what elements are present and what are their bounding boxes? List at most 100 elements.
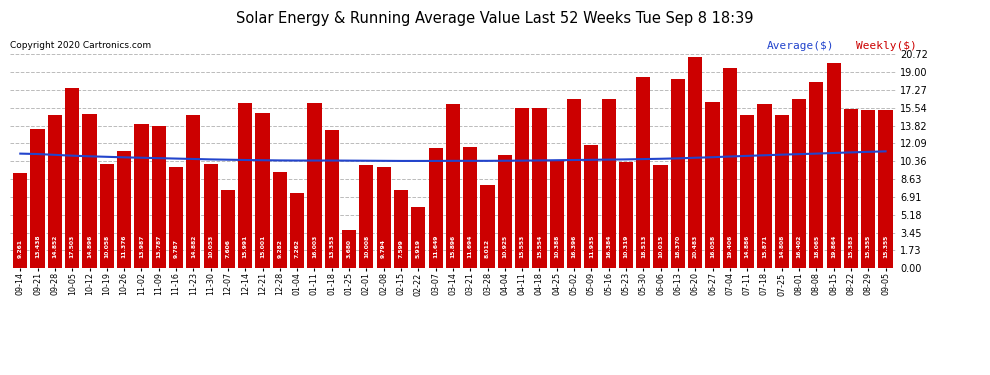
- Bar: [653, 165, 667, 268]
- Text: 13.353: 13.353: [330, 234, 335, 258]
- Bar: [602, 99, 616, 268]
- Bar: [549, 161, 564, 268]
- Bar: [584, 145, 599, 268]
- Text: Weekly($): Weekly($): [856, 41, 917, 51]
- Text: 10.319: 10.319: [624, 234, 629, 258]
- Bar: [394, 190, 408, 268]
- Text: 15.991: 15.991: [243, 234, 248, 258]
- Bar: [135, 124, 148, 268]
- Bar: [809, 82, 824, 268]
- Text: 15.001: 15.001: [260, 234, 265, 258]
- Bar: [411, 207, 426, 268]
- Bar: [515, 108, 530, 268]
- Text: 19.864: 19.864: [832, 234, 837, 258]
- Bar: [290, 193, 304, 268]
- Bar: [204, 164, 218, 268]
- Text: 20.483: 20.483: [693, 234, 698, 258]
- Text: 7.599: 7.599: [399, 239, 404, 258]
- Text: 15.355: 15.355: [883, 234, 888, 258]
- Text: Copyright 2020 Cartronics.com: Copyright 2020 Cartronics.com: [10, 41, 151, 50]
- Bar: [117, 151, 132, 268]
- Bar: [878, 110, 893, 268]
- Text: 14.808: 14.808: [779, 234, 784, 258]
- Text: 18.065: 18.065: [814, 235, 819, 258]
- Text: 11.376: 11.376: [122, 234, 127, 258]
- Bar: [13, 172, 28, 268]
- Bar: [723, 68, 737, 268]
- Bar: [446, 104, 460, 268]
- Text: 10.053: 10.053: [208, 234, 213, 258]
- Text: 16.402: 16.402: [797, 234, 802, 258]
- Text: 19.406: 19.406: [728, 234, 733, 258]
- Text: 13.438: 13.438: [35, 234, 40, 258]
- Text: 16.058: 16.058: [710, 235, 715, 258]
- Text: 9.794: 9.794: [381, 239, 386, 258]
- Text: 15.871: 15.871: [762, 234, 767, 258]
- Bar: [567, 99, 581, 268]
- Text: 14.896: 14.896: [87, 234, 92, 258]
- Bar: [688, 57, 702, 268]
- Text: 11.694: 11.694: [467, 234, 473, 258]
- Bar: [273, 172, 287, 268]
- Text: 5.919: 5.919: [416, 239, 421, 258]
- Bar: [100, 164, 114, 268]
- Bar: [359, 165, 373, 268]
- Text: 15.554: 15.554: [537, 234, 542, 258]
- Bar: [843, 110, 858, 268]
- Text: 18.513: 18.513: [641, 234, 645, 258]
- Text: 7.606: 7.606: [226, 239, 231, 258]
- Bar: [463, 147, 477, 268]
- Text: 10.388: 10.388: [554, 234, 559, 258]
- Text: 13.987: 13.987: [139, 234, 144, 258]
- Bar: [48, 115, 62, 268]
- Text: 15.896: 15.896: [450, 235, 455, 258]
- Bar: [827, 63, 841, 268]
- Text: 15.355: 15.355: [866, 234, 871, 258]
- Text: 7.262: 7.262: [295, 239, 300, 258]
- Bar: [429, 148, 443, 268]
- Text: 16.384: 16.384: [606, 234, 611, 258]
- Text: 10.925: 10.925: [502, 235, 507, 258]
- Bar: [741, 114, 754, 268]
- Bar: [239, 103, 252, 268]
- Text: 3.680: 3.680: [346, 239, 351, 258]
- Text: 11.935: 11.935: [589, 234, 594, 258]
- Bar: [861, 110, 875, 268]
- Text: Average($): Average($): [767, 41, 835, 51]
- Bar: [498, 155, 512, 268]
- Text: 14.886: 14.886: [744, 234, 749, 258]
- Text: 13.787: 13.787: [156, 234, 161, 258]
- Text: 9.261: 9.261: [18, 239, 23, 258]
- Bar: [151, 126, 165, 268]
- Bar: [307, 103, 322, 268]
- Bar: [619, 162, 633, 268]
- Text: 18.370: 18.370: [675, 234, 680, 258]
- Text: Solar Energy & Running Average Value Last 52 Weeks Tue Sep 8 18:39: Solar Energy & Running Average Value Las…: [237, 11, 753, 26]
- Bar: [169, 167, 183, 268]
- Bar: [342, 230, 356, 268]
- Bar: [706, 102, 720, 268]
- Bar: [774, 116, 789, 268]
- Bar: [325, 130, 339, 268]
- Text: 8.012: 8.012: [485, 239, 490, 258]
- Text: 14.882: 14.882: [191, 234, 196, 258]
- Bar: [221, 190, 235, 268]
- Bar: [533, 108, 546, 268]
- Bar: [31, 129, 45, 268]
- Bar: [792, 99, 806, 268]
- Text: 11.649: 11.649: [433, 234, 439, 258]
- Text: 9.282: 9.282: [277, 239, 282, 258]
- Text: 10.015: 10.015: [658, 234, 663, 258]
- Bar: [255, 113, 269, 268]
- Bar: [186, 115, 200, 268]
- Text: 10.008: 10.008: [364, 235, 369, 258]
- Text: 15.383: 15.383: [848, 234, 853, 258]
- Bar: [376, 167, 391, 268]
- Bar: [480, 186, 495, 268]
- Bar: [637, 77, 650, 268]
- Bar: [65, 87, 79, 268]
- Text: 17.503: 17.503: [69, 234, 74, 258]
- Text: 10.058: 10.058: [104, 235, 109, 258]
- Text: 16.396: 16.396: [571, 234, 576, 258]
- Text: 14.852: 14.852: [52, 234, 57, 258]
